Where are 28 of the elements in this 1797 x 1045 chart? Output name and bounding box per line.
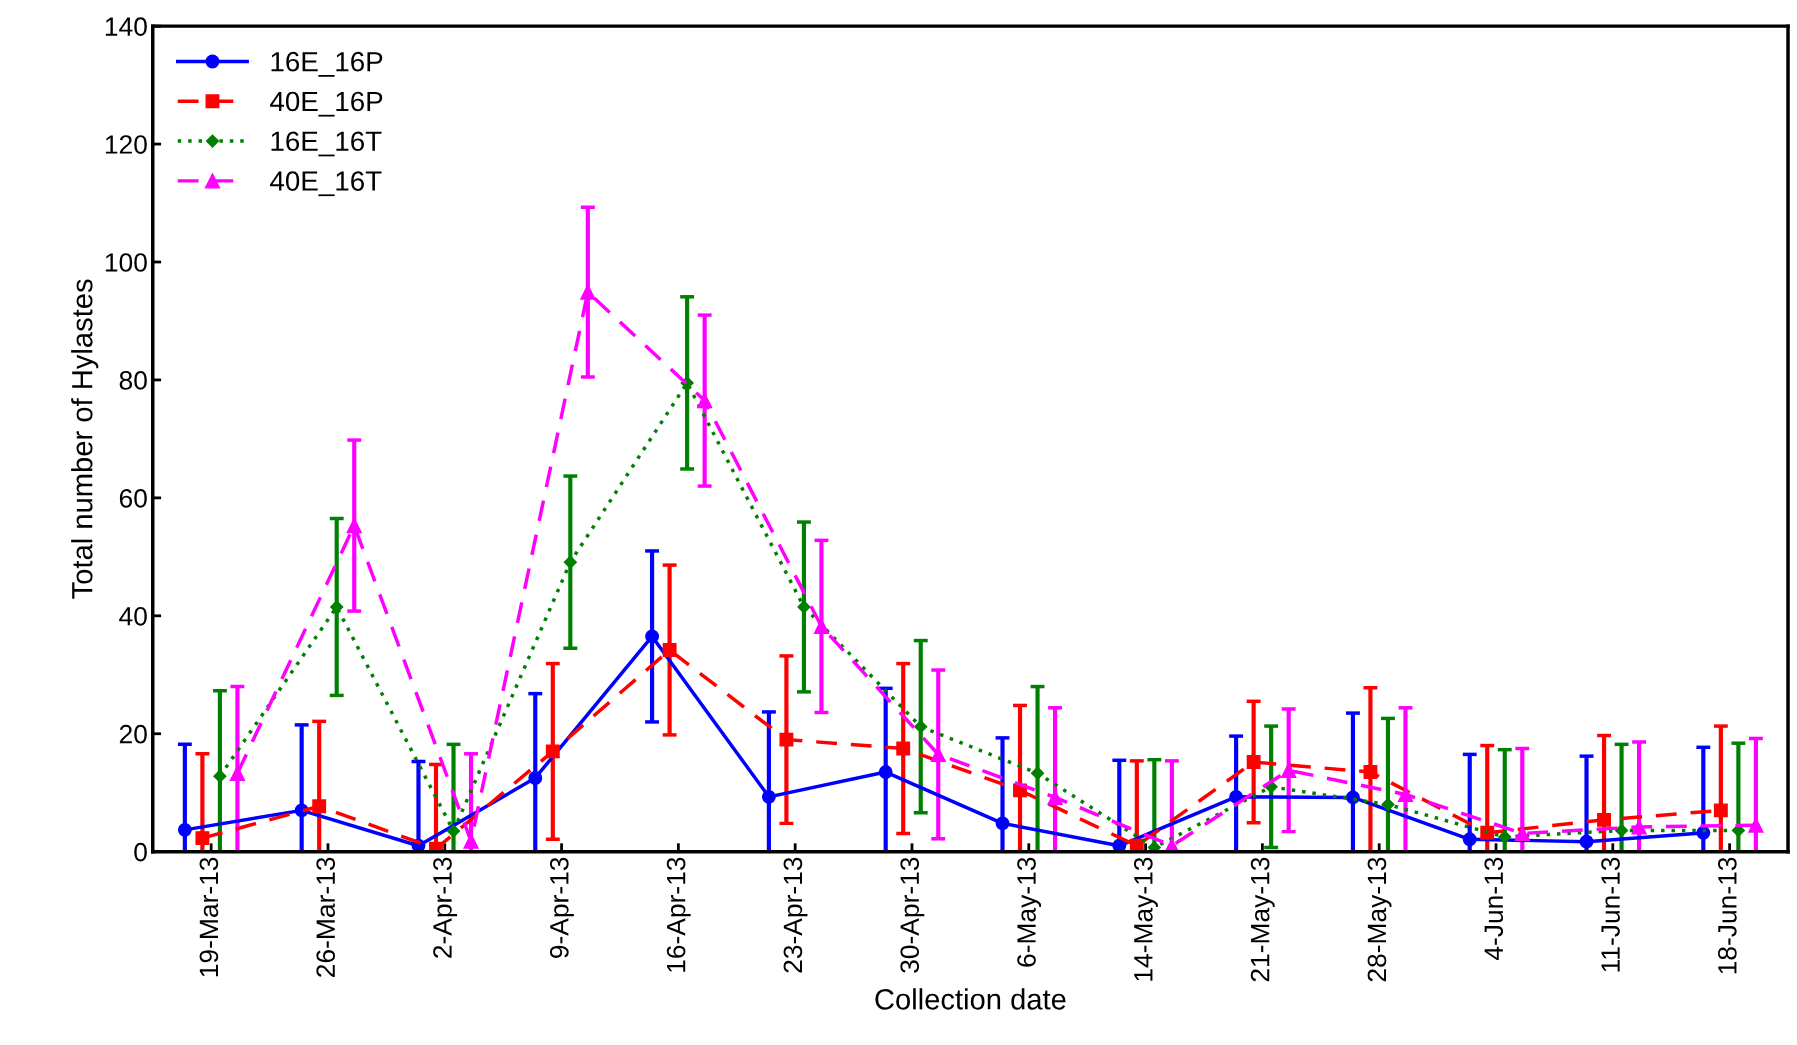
x-axis-title: Collection date — [875, 988, 1066, 1010]
x-tick-label: 6-May-13 — [1017, 857, 1042, 967]
x-tick-label: 11-Jun-13 — [1601, 857, 1620, 972]
y-tick-label: 20 — [119, 724, 147, 744]
x-tick-label: 18-Jun-13 — [1718, 857, 1737, 974]
y-tick-label: 60 — [119, 489, 147, 508]
y-tick-label: 100 — [105, 253, 147, 272]
legend-label: 40E_16P — [270, 91, 383, 117]
y-tick-label: 80 — [119, 371, 147, 390]
x-tick-label: 4-Jun-13 — [1484, 857, 1504, 961]
x-tick-label: 28-May-13 — [1367, 857, 1392, 982]
x-tick-label: 16-Apr-13 — [666, 857, 691, 972]
legend-label: 16E_16T — [271, 131, 382, 157]
y-tick-label: 0 — [134, 842, 147, 862]
x-tick-label: 19-Mar-13 — [199, 857, 219, 977]
x-tick-label: 30-Apr-13 — [900, 857, 925, 973]
x-tick-label: 2-Apr-13 — [433, 857, 458, 958]
x-tick-label: 14-May-13 — [1133, 857, 1158, 981]
legend-label: 40E_16T — [270, 171, 382, 197]
legend-label: 16E_16P — [271, 51, 383, 77]
y-tick-label: 120 — [105, 135, 147, 154]
x-tick-label: 23-Apr-13 — [783, 857, 808, 973]
y-tick-label: 40 — [119, 606, 147, 626]
y-axis-title: Total number of Hylastes — [71, 279, 99, 599]
y-tick-label: 140 — [105, 17, 147, 36]
x-tick-label: 26-Mar-13 — [316, 857, 336, 977]
x-tick-label: 21-May-13 — [1250, 857, 1275, 982]
x-tick-label: 9-Apr-13 — [549, 857, 574, 958]
